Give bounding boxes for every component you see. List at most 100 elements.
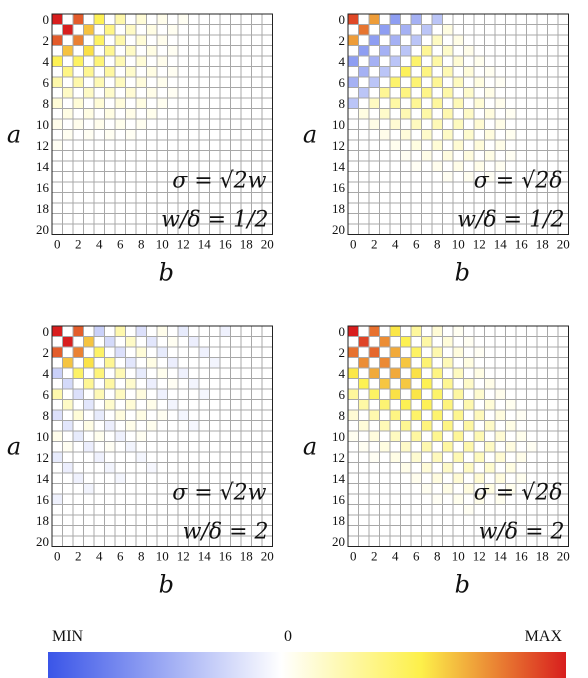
heatmap-cell-a6-b14 xyxy=(495,389,506,400)
x-tick-label: 20 xyxy=(557,237,570,252)
heatmap-cell-a1-b7 xyxy=(421,24,432,35)
x-tick-label: 12 xyxy=(177,549,190,564)
heatmap-cell-a3-b11 xyxy=(167,45,178,56)
x-tick-label: 18 xyxy=(240,237,253,252)
x-tick-label: 20 xyxy=(557,549,570,564)
heatmap-cell-a1-b9 xyxy=(146,24,157,35)
heatmap-cell-a11-b1 xyxy=(62,129,73,140)
heatmap-cell-a10-b6 xyxy=(411,431,422,442)
heatmap-cell-a7-b11 xyxy=(463,399,474,410)
heatmap-cell-a11-b5 xyxy=(104,441,115,452)
y-tick-label: 6 xyxy=(339,387,346,402)
heatmap-cell-a2-b10 xyxy=(453,35,464,46)
y-tick-label: 4 xyxy=(43,366,50,381)
heatmap-cell-a6-b0 xyxy=(348,77,359,88)
heatmap-cell-a1-b9 xyxy=(442,336,453,347)
x-tick-label: 0 xyxy=(54,237,61,252)
heatmap-cell-a9-b7 xyxy=(125,420,136,431)
heatmap-cell-a10-b2 xyxy=(73,431,84,442)
heatmap-cell-a12-b4 xyxy=(390,452,401,463)
heatmap-cell-a8-b0 xyxy=(348,410,359,421)
annotation-sigma: σ = √2δ xyxy=(474,169,563,194)
heatmap-cell-a4-b4 xyxy=(390,368,401,379)
heatmap-cell-a1-b11 xyxy=(463,336,474,347)
y-tick-label: 0 xyxy=(43,324,50,339)
heatmap-cell-a13-b13 xyxy=(484,150,495,161)
heatmap-cell-a9-b7 xyxy=(421,420,432,431)
heatmap-cell-a9-b15 xyxy=(505,108,516,119)
x-tick-label: 20 xyxy=(261,237,274,252)
heatmap-cell-a11-b15 xyxy=(505,441,516,452)
y-axis-label: a xyxy=(7,432,21,460)
heatmap-cell-a6-b8 xyxy=(432,389,443,400)
heatmap-cell-a6-b4 xyxy=(94,77,105,88)
heatmap-cell-a9-b13 xyxy=(188,420,199,431)
y-axis-label: a xyxy=(7,120,21,148)
heatmap-cell-a7-b5 xyxy=(104,87,115,98)
heatmap-cell-a4-b2 xyxy=(369,368,380,379)
y-tick-label: 10 xyxy=(36,117,49,132)
heatmap-cell-a14-b6 xyxy=(115,473,126,484)
heatmap-cell-a13-b9 xyxy=(442,462,453,473)
heatmap-cell-a6-b8 xyxy=(136,389,147,400)
heatmap-cell-a1-b1 xyxy=(358,24,369,35)
heatmap-cell-a2-b6 xyxy=(115,35,126,46)
annotation-ratio: w/δ = 2 xyxy=(479,520,565,545)
x-tick-label: 16 xyxy=(219,549,233,564)
heatmap-cell-a5-b7 xyxy=(125,66,136,77)
heatmap-cell-a2-b4 xyxy=(94,347,105,358)
heatmap-cell-a11-b5 xyxy=(104,129,115,140)
heatmap-cell-a5-b1 xyxy=(358,66,369,77)
y-tick-label: 8 xyxy=(339,96,346,111)
heatmap-cell-a5-b5 xyxy=(104,378,115,389)
heatmap-cell-a6-b2 xyxy=(369,77,380,88)
x-tick-label: 8 xyxy=(138,549,145,564)
heatmap-cell-a9-b5 xyxy=(400,108,411,119)
heatmap-cell-a11-b7 xyxy=(125,441,136,452)
heatmap-cell-a12-b8 xyxy=(136,452,147,463)
heatmap-cell-a5-b3 xyxy=(83,66,94,77)
heatmap-cell-a14-b8 xyxy=(432,161,443,172)
heatmap-cell-a8-b4 xyxy=(390,410,401,421)
heatmap-cell-a0-b16 xyxy=(220,326,231,337)
heatmap-cell-a5-b11 xyxy=(167,378,178,389)
heatmap-cell-a9-b5 xyxy=(400,420,411,431)
heatmap-cell-a11-b1 xyxy=(62,441,73,452)
heatmap-cell-a4-b0 xyxy=(52,368,63,379)
heatmap-cell-a4-b4 xyxy=(94,368,105,379)
heatmap-cell-a4-b10 xyxy=(157,368,168,379)
heatmap-cell-a12-b12 xyxy=(474,140,485,151)
heatmap-cell-a15-b11 xyxy=(463,483,474,494)
heatmap-cell-a9-b3 xyxy=(379,420,390,431)
heatmap-cell-a11-b7 xyxy=(421,441,432,452)
heatmap-cell-a11-b7 xyxy=(421,129,432,140)
heatmap-cell-a5-b3 xyxy=(379,66,390,77)
heatmap-cell-a12-b14 xyxy=(495,452,506,463)
heatmap-cell-a16-b0 xyxy=(52,494,63,505)
heatmap-cell-a8-b10 xyxy=(157,410,168,421)
heatmap-cell-a1-b3 xyxy=(379,24,390,35)
heatmap-cell-a12-b0 xyxy=(52,140,63,151)
y-tick-label: 6 xyxy=(43,387,50,402)
heatmap-cell-a11-b15 xyxy=(505,129,516,140)
heatmap-cell-a10-b12 xyxy=(474,119,485,130)
heatmap-cell-a12-b16 xyxy=(516,452,527,463)
x-tick-label: 0 xyxy=(54,549,61,564)
heatmap-cell-a2-b0 xyxy=(52,35,63,46)
heatmap-cell-a0-b8 xyxy=(432,14,443,25)
heatmap-cell-a8-b14 xyxy=(495,98,506,109)
heatmap-cell-a9-b3 xyxy=(83,108,94,119)
heatmap-cell-a4-b10 xyxy=(157,56,168,67)
y-tick-label: 20 xyxy=(36,534,49,549)
heatmap-cell-a6-b0 xyxy=(348,389,359,400)
heatmap-cell-a12-b14 xyxy=(495,140,506,151)
plot-frame xyxy=(51,13,273,235)
heatmap-cell-a13-b11 xyxy=(463,462,474,473)
y-tick-label: 6 xyxy=(43,75,50,90)
heatmap-cell-a3-b1 xyxy=(62,357,73,368)
y-tick-label: 12 xyxy=(332,138,345,153)
heatmap-cell-a6-b14 xyxy=(495,77,506,88)
heatmap-cell-a7-b7 xyxy=(125,87,136,98)
